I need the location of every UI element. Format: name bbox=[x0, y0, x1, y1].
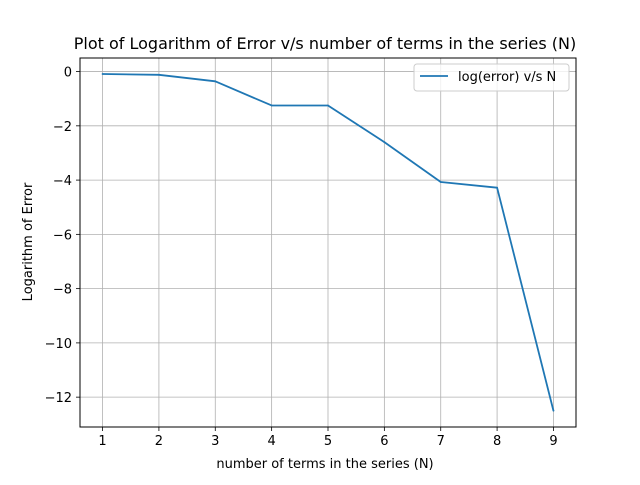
chart-title: Plot of Logarithm of Error v/s number of… bbox=[74, 34, 577, 53]
data-point bbox=[214, 80, 217, 83]
data-point bbox=[439, 181, 442, 183]
data-point bbox=[270, 104, 273, 107]
legend: log(error) v/s N bbox=[413, 63, 570, 92]
data-point bbox=[496, 186, 498, 189]
x-tick-label: 1 bbox=[98, 434, 106, 449]
y-tick-label: −12 bbox=[45, 391, 72, 406]
x-axis-label: number of terms in the series (N) bbox=[216, 457, 433, 472]
data-point bbox=[327, 104, 329, 107]
x-tick-label: 9 bbox=[549, 434, 557, 449]
x-tick-label: 8 bbox=[493, 434, 501, 449]
data-point bbox=[158, 73, 160, 76]
data-point bbox=[383, 141, 386, 144]
legend-label: log(error) v/s N bbox=[458, 70, 556, 85]
series-layer bbox=[101, 73, 555, 412]
x-tick-label: 4 bbox=[267, 434, 275, 449]
x-tick-label: 2 bbox=[155, 434, 163, 449]
y-ticks: 0 −2 −4 −6 −8 −10 −12 bbox=[45, 66, 80, 406]
y-tick-label: −10 bbox=[45, 337, 72, 352]
y-tick-label: 0 bbox=[64, 66, 72, 81]
x-ticks: 1 2 3 4 5 6 7 8 9 bbox=[98, 427, 558, 449]
y-tick-label: −4 bbox=[53, 174, 72, 189]
y-tick-label: −6 bbox=[53, 228, 72, 243]
x-tick-label: 5 bbox=[324, 434, 332, 449]
data-point bbox=[552, 409, 555, 412]
grid bbox=[80, 58, 576, 427]
y-tick-label: −8 bbox=[53, 283, 72, 298]
x-tick-label: 3 bbox=[211, 434, 219, 449]
data-point bbox=[101, 73, 104, 75]
x-tick-label: 7 bbox=[437, 434, 445, 449]
y-tick-label: −2 bbox=[53, 120, 72, 135]
y-axis-label: Logarithm of Error bbox=[21, 182, 36, 301]
legend-box bbox=[413, 63, 570, 92]
x-tick-label: 6 bbox=[380, 434, 388, 449]
